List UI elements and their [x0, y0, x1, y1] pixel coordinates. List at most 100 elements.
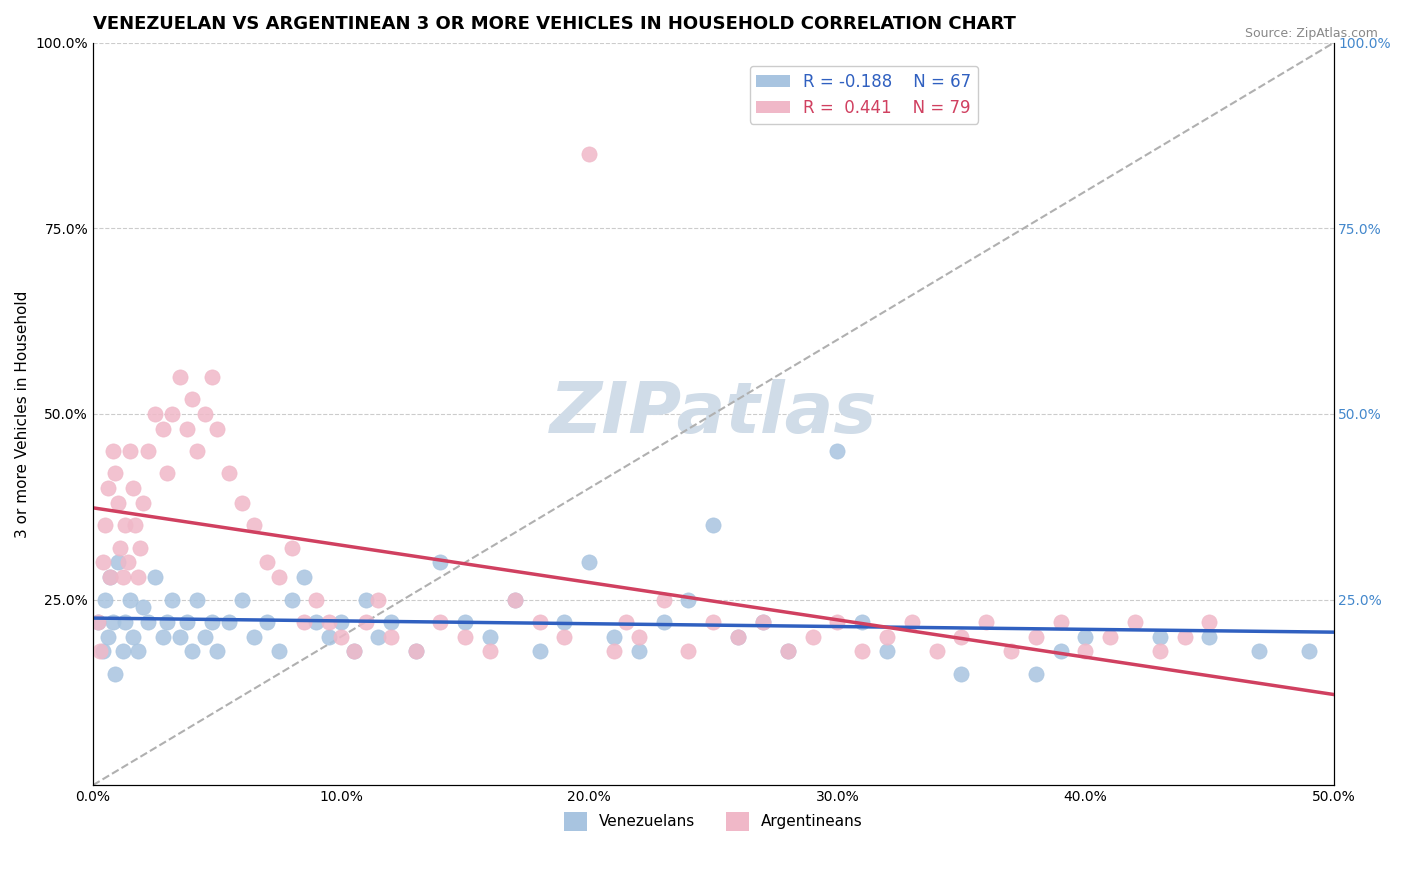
Point: [181, 644, 204, 658]
Point: [1074, 630, 1097, 644]
Point: [380, 615, 402, 629]
Point: [100, 570, 122, 584]
Point: [176, 422, 198, 436]
Point: [156, 615, 179, 629]
Point: [479, 630, 502, 644]
Point: [616, 615, 638, 629]
Point: [127, 644, 149, 658]
Point: [1000, 644, 1022, 658]
Point: [1049, 615, 1071, 629]
Point: [201, 615, 224, 629]
Point: [97, 481, 120, 495]
Point: [194, 407, 217, 421]
Point: [603, 644, 626, 658]
Point: [231, 496, 253, 510]
Point: [201, 370, 224, 384]
Point: [111, 570, 134, 584]
Point: [1123, 615, 1146, 629]
Point: [529, 644, 551, 658]
Point: [280, 541, 302, 555]
Point: [652, 592, 675, 607]
Point: [1174, 630, 1197, 644]
Point: [231, 592, 253, 607]
Point: [169, 370, 191, 384]
Point: [429, 556, 451, 570]
Point: [136, 444, 159, 458]
Point: [454, 630, 477, 644]
Point: [131, 599, 153, 614]
Point: [176, 615, 198, 629]
Point: [256, 556, 278, 570]
Point: [752, 615, 775, 629]
Point: [1025, 666, 1047, 681]
Point: [603, 630, 626, 644]
Point: [529, 615, 551, 629]
Point: [120, 444, 142, 458]
Point: [243, 518, 266, 533]
Point: [1198, 615, 1220, 629]
Point: [405, 644, 427, 658]
Point: [627, 630, 650, 644]
Point: [330, 630, 353, 644]
Point: [136, 615, 159, 629]
Point: [801, 630, 824, 644]
Point: [91, 644, 114, 658]
Point: [152, 422, 174, 436]
Point: [627, 644, 650, 658]
Point: [578, 556, 600, 570]
Text: ZIPatlas: ZIPatlas: [550, 379, 877, 449]
Point: [94, 518, 117, 533]
Point: [181, 392, 204, 406]
Point: [143, 570, 166, 584]
Point: [124, 518, 146, 533]
Point: [827, 444, 849, 458]
Point: [186, 592, 208, 607]
Point: [218, 615, 240, 629]
Point: [120, 592, 142, 607]
Point: [269, 570, 291, 584]
Point: [1099, 630, 1122, 644]
Point: [280, 592, 302, 607]
Point: [87, 615, 110, 629]
Point: [243, 630, 266, 644]
Point: [121, 481, 143, 495]
Point: [900, 615, 922, 629]
Point: [169, 630, 191, 644]
Point: [752, 615, 775, 629]
Point: [678, 592, 700, 607]
Point: [578, 147, 600, 161]
Point: [553, 630, 575, 644]
Point: [292, 615, 315, 629]
Point: [342, 644, 364, 658]
Point: [503, 592, 526, 607]
Point: [974, 615, 997, 629]
Point: [162, 592, 184, 607]
Point: [1149, 644, 1171, 658]
Point: [101, 615, 124, 629]
Point: [479, 644, 502, 658]
Point: [727, 630, 749, 644]
Point: [101, 444, 124, 458]
Point: [318, 630, 340, 644]
Point: [87, 615, 110, 629]
Point: [218, 467, 240, 481]
Point: [318, 615, 340, 629]
Text: VENEZUELAN VS ARGENTINEAN 3 OR MORE VEHICLES IN HOUSEHOLD CORRELATION CHART: VENEZUELAN VS ARGENTINEAN 3 OR MORE VEHI…: [93, 15, 1017, 33]
Point: [925, 644, 948, 658]
Point: [429, 615, 451, 629]
Point: [851, 615, 873, 629]
Point: [107, 556, 129, 570]
Point: [107, 496, 129, 510]
Point: [269, 644, 291, 658]
Point: [1298, 644, 1320, 658]
Point: [342, 644, 364, 658]
Point: [305, 615, 328, 629]
Point: [156, 467, 179, 481]
Point: [104, 467, 127, 481]
Point: [354, 615, 377, 629]
Point: [1249, 644, 1271, 658]
Point: [121, 630, 143, 644]
Point: [503, 592, 526, 607]
Point: [117, 556, 139, 570]
Point: [405, 644, 427, 658]
